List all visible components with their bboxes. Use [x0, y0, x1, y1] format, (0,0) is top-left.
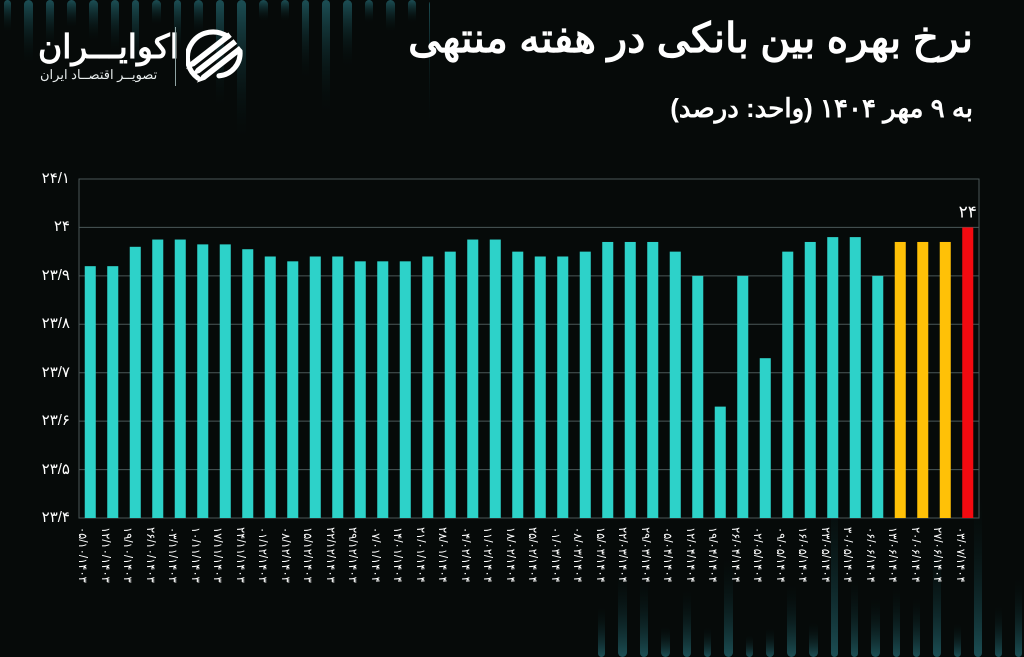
svg-text:۲۴: ۲۴	[959, 202, 977, 221]
